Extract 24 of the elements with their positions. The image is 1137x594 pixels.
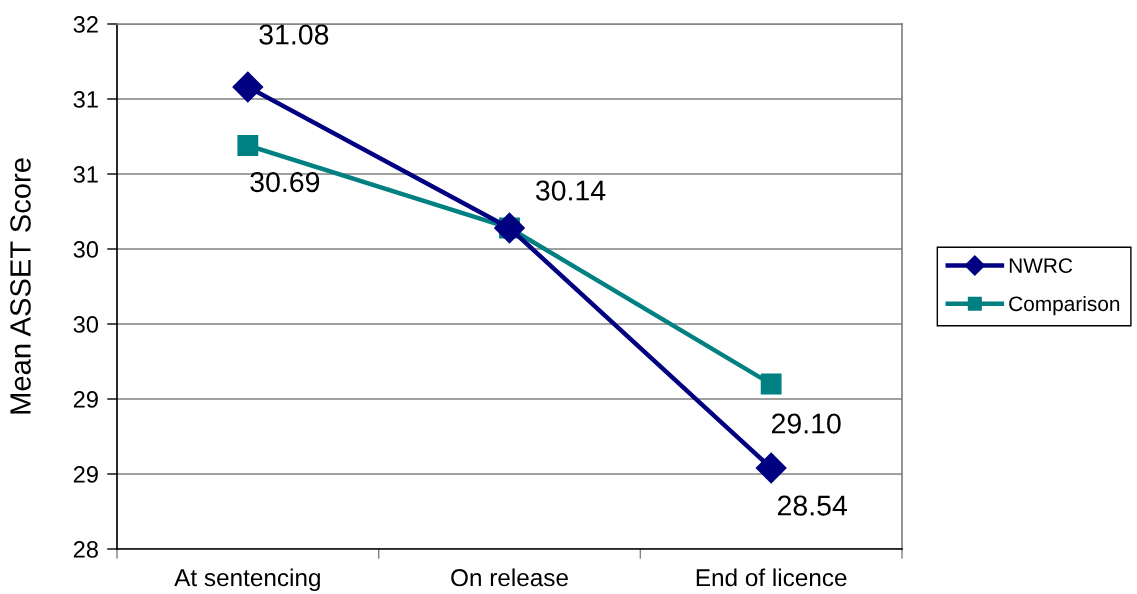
y-tick-label: 28 <box>73 541 98 558</box>
x-tick-label: At sentencing <box>174 568 320 592</box>
data-label: 29.10 <box>771 413 841 434</box>
data-label: 28.54 <box>777 495 847 516</box>
legend-label: Comparison <box>1009 295 1120 316</box>
point <box>237 135 259 156</box>
data-label: 30.69 <box>250 171 320 193</box>
y-tick-label: 32 <box>73 16 98 33</box>
y-tick-label: 31 <box>73 91 98 108</box>
point <box>494 212 525 244</box>
x-tick-label: End of licence <box>696 568 847 587</box>
y-tick-label: 30 <box>73 241 99 258</box>
y-tick-label: 31 <box>73 166 98 183</box>
y-tick-label: 29 <box>73 466 98 483</box>
y-tick-label: 29 <box>73 391 98 408</box>
point <box>232 71 264 103</box>
legend-label: NWRC <box>1009 258 1073 274</box>
data-label: 30.14 <box>535 180 606 201</box>
point <box>755 452 787 484</box>
point <box>760 373 782 395</box>
data-label: 31.08 <box>259 24 329 45</box>
y-axis-title: Mean ASSET Score <box>10 158 31 414</box>
y-tick-label: 30 <box>73 316 99 333</box>
x-tick-label: On release <box>451 568 568 587</box>
